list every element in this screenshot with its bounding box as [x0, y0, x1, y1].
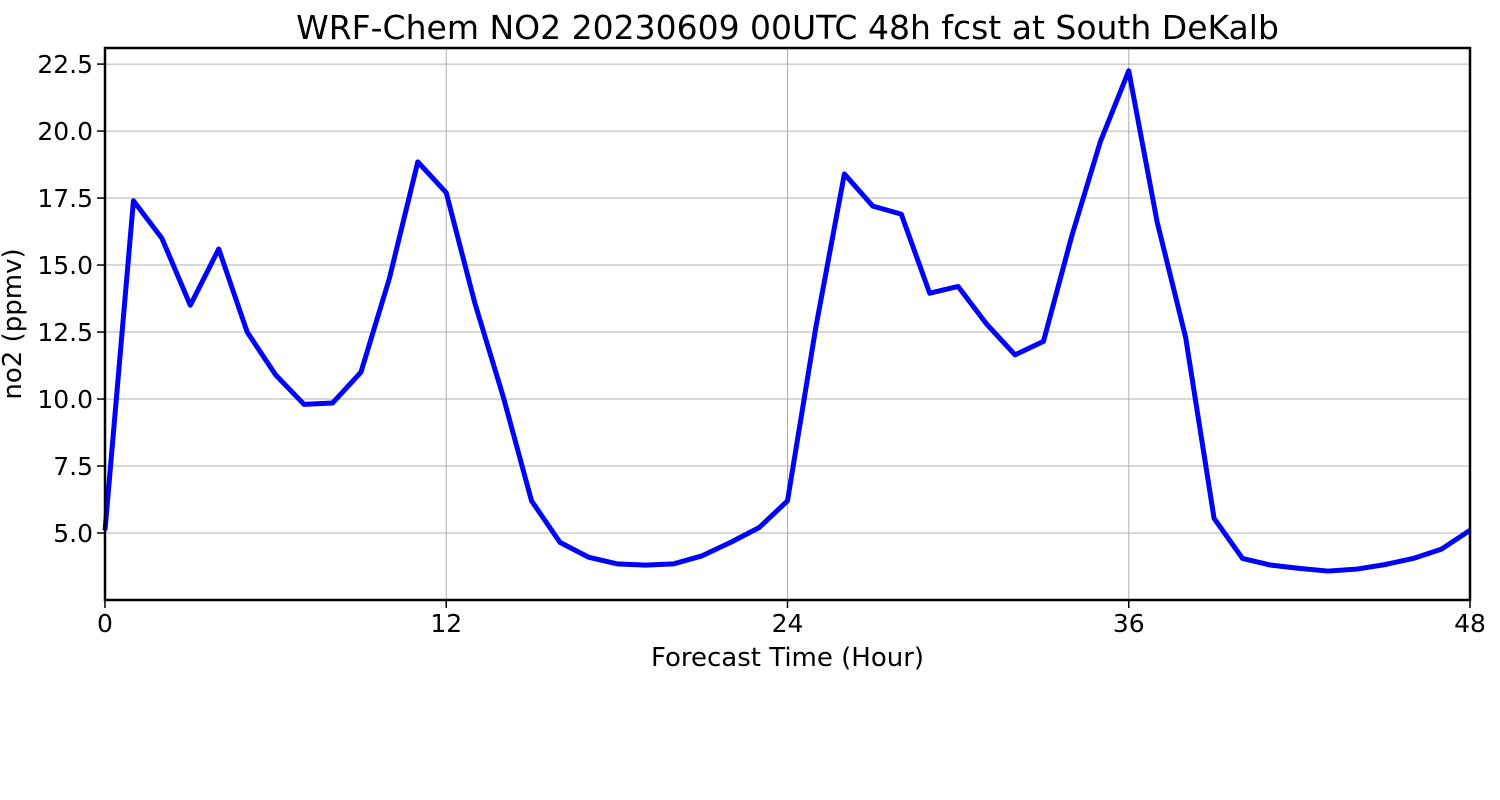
x-tick-label: 36	[1113, 609, 1145, 638]
y-tick-label: 22.5	[37, 50, 93, 79]
x-tick-label: 24	[772, 609, 804, 638]
x-tick-label: 48	[1454, 609, 1486, 638]
chart-title: WRF-Chem NO2 20230609 00UTC 48h fcst at …	[296, 8, 1279, 47]
y-tick-label: 5.0	[53, 519, 93, 548]
y-tick-label: 10.0	[37, 385, 93, 414]
y-tick-label: 15.0	[37, 251, 93, 280]
y-tick-label: 20.0	[37, 117, 93, 146]
series-layer	[102, 68, 1472, 574]
x-tick-label: 0	[97, 609, 113, 638]
y-tick-label: 7.5	[53, 452, 93, 481]
x-tick-label: 12	[430, 609, 462, 638]
no2-series-line	[102, 68, 1472, 574]
y-axis-label: no2 (ppmv)	[0, 248, 28, 399]
gridlines	[105, 48, 1470, 600]
y-tick-label: 17.5	[37, 184, 93, 213]
tick-layer: 0 12 24 36 48 5.0 7.5 10.0 12.5 15.0 17.5 20.0 22.5	[37, 50, 1486, 638]
y-tick-label: 12.5	[37, 318, 93, 347]
x-axis-label: Forecast Time (Hour)	[651, 643, 924, 673]
